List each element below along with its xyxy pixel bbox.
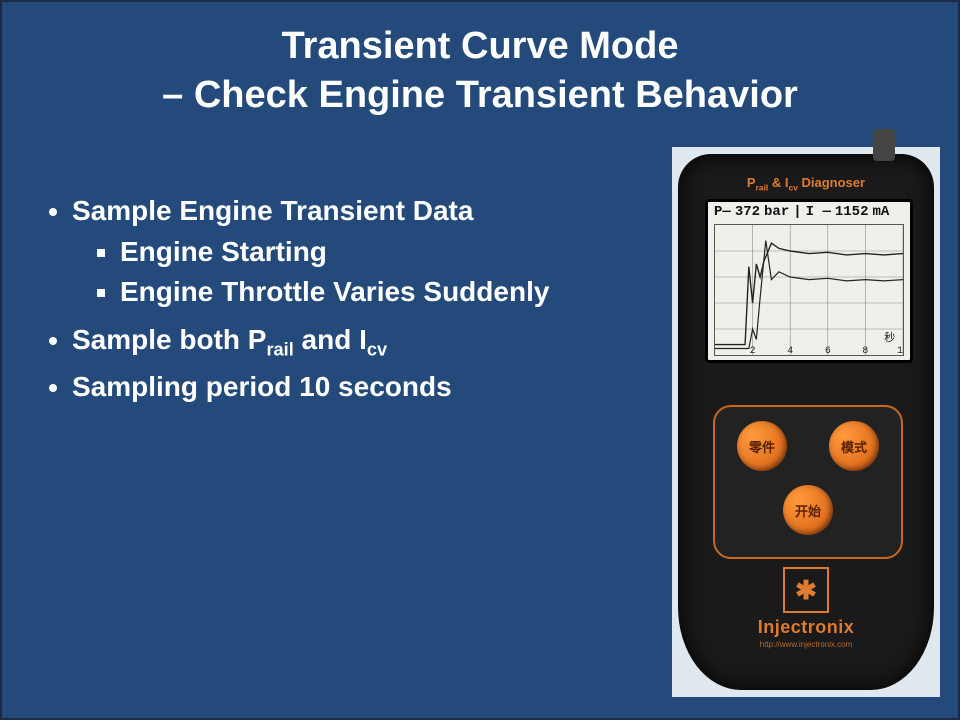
bullet-content: Sample Engine Transient DataEngine Start…: [32, 192, 632, 412]
svg-text:秒: 秒: [884, 330, 895, 344]
i-unit: mA: [872, 204, 889, 220]
device-logo: ✱ Injectronix http://www.injectronix.com: [681, 567, 931, 649]
bullet-item: Sample both Prail and Icv: [72, 321, 632, 362]
p-label: P—: [714, 204, 731, 220]
title-line-1: Transient Curve Mode: [2, 22, 958, 71]
logo-mark-icon: ✱: [783, 567, 829, 613]
logo-text: Injectronix: [681, 617, 931, 638]
lcd-readout: P— 372 bar | I — 1152 mA: [708, 202, 910, 220]
device-button-start[interactable]: 开始: [783, 485, 833, 535]
p-unit: bar: [764, 204, 789, 220]
sub-bullet-list: Engine Starting Engine Throttle Varies Su…: [72, 234, 632, 311]
device-header-label: Prail & Icv Diagnoser: [681, 175, 931, 193]
transient-chart: 2 4 6 8 10秒: [714, 224, 904, 356]
device-button-mode[interactable]: 模式: [829, 421, 879, 471]
svg-text:10: 10: [897, 345, 903, 355]
bullet-item: Sample Engine Transient DataEngine Start…: [72, 192, 632, 311]
i-value: 1152: [835, 204, 869, 220]
title-line-2: – Check Engine Transient Behavior: [2, 71, 958, 120]
bullet-item: Sampling period 10 seconds: [72, 368, 632, 406]
device-antenna: [873, 129, 895, 161]
slide: Transient Curve Mode – Check Engine Tran…: [0, 0, 960, 720]
i-label: I —: [806, 204, 831, 220]
device-photo-panel: Prail & Icv Diagnoser P— 372 bar | I — 1…: [672, 147, 940, 697]
sub-bullet-item: Engine Throttle Varies Suddenly: [120, 274, 632, 310]
svg-text:2: 2: [750, 345, 756, 355]
slide-title: Transient Curve Mode – Check Engine Tran…: [2, 2, 958, 121]
screen-content: P— 372 bar | I — 1152 mA 2 4 6 8 10秒: [708, 202, 910, 360]
device-button-parts[interactable]: 零件: [737, 421, 787, 471]
svg-text:4: 4: [787, 345, 793, 355]
bullet-list: Sample Engine Transient DataEngine Start…: [32, 192, 632, 406]
readout-divider: |: [793, 204, 801, 220]
svg-text:8: 8: [862, 345, 868, 355]
device-body: Prail & Icv Diagnoser P— 372 bar | I — 1…: [681, 157, 931, 687]
device-button-panel: 零件 模式 开始: [713, 405, 903, 559]
svg-text:6: 6: [825, 345, 831, 355]
logo-url: http://www.injectronix.com: [681, 640, 931, 649]
p-value: 372: [735, 204, 760, 220]
sub-bullet-item: Engine Starting: [120, 234, 632, 270]
device-screen: P— 372 bar | I — 1152 mA 2 4 6 8 10秒: [705, 199, 913, 363]
